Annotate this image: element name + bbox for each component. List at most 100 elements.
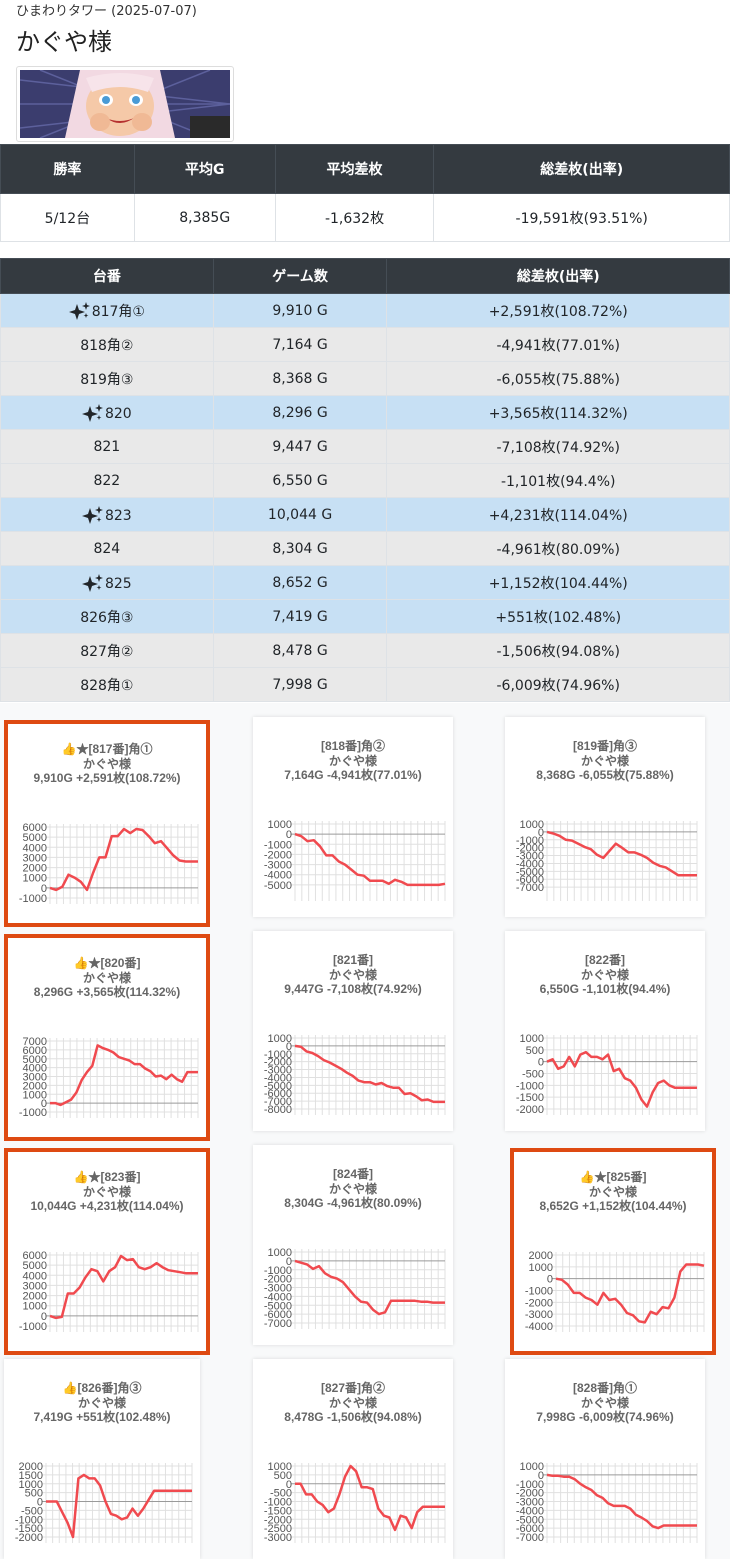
machine-games: 8,296 G bbox=[212, 395, 388, 430]
y-tick-label: 0 bbox=[286, 1041, 292, 1053]
y-tick-label: -2000 bbox=[15, 1532, 43, 1544]
y-tick-label: -2000 bbox=[525, 1297, 553, 1309]
y-tick-label: 1000 bbox=[23, 1301, 47, 1313]
machine-number[interactable]: 826角③ bbox=[0, 599, 214, 634]
machine-chart-card[interactable]: [824番] かぐや様 8,304G -4,961枚(80.09%) 1000 0 -10… bbox=[253, 1145, 453, 1345]
chart-stats: 10,044G +4,231枚(114.04%) bbox=[30, 1199, 184, 1213]
chart-subtitle: かぐや様 bbox=[580, 967, 629, 982]
y-tick-label: -4000 bbox=[264, 1291, 292, 1303]
chart-subtitle: かぐや様 bbox=[82, 970, 131, 985]
machine-row[interactable]: 820 8,296 G +3,565枚(114.32%) bbox=[0, 395, 730, 430]
machine-chart-card[interactable]: 👍[826番]角③ かぐや様 7,419G +551枚(102.48%) 2000 15… bbox=[4, 1359, 200, 1559]
y-tick-label: -1000 bbox=[516, 835, 544, 847]
chart-subtitle: かぐや様 bbox=[580, 1395, 629, 1410]
chart-stats: 9,447G -7,108枚(74.92%) bbox=[284, 982, 422, 996]
machine-games: 8,652 G bbox=[212, 565, 388, 600]
profit-series-line bbox=[546, 830, 697, 877]
profit-series-line bbox=[294, 832, 446, 887]
profit-series-line bbox=[294, 1259, 445, 1316]
machine-row[interactable]: 817角① 9,910 G +2,591枚(108.72%) bbox=[0, 293, 730, 328]
machine-number-label: 827角② bbox=[80, 643, 134, 660]
machine-chart-card[interactable]: 👍★[817番]角① かぐや様 9,910G +2,591枚(108.72%) 600… bbox=[4, 720, 210, 927]
machine-row[interactable]: 828角① 7,998 G -6,009枚(74.96%) bbox=[0, 667, 730, 702]
y-tick-label: 0 bbox=[286, 1256, 292, 1268]
y-tick-label: -1000 bbox=[15, 1514, 43, 1526]
machine-row[interactable]: 825 8,652 G +1,152枚(104.44%) bbox=[0, 565, 730, 600]
machine-chart-card[interactable]: 👍★[825番] かぐや様 8,652G +1,152枚(104.44%) 2000 1… bbox=[510, 1148, 716, 1355]
y-tick-label: -6000 bbox=[516, 1523, 544, 1535]
machine-chart-card[interactable]: [827番]角② かぐや様 8,478G -1,506枚(94.08%) 1000 50… bbox=[253, 1359, 453, 1559]
y-tick-label: -2000 bbox=[264, 1057, 292, 1069]
y-tick-label: -500 bbox=[21, 1505, 43, 1517]
machine-number-label: 818角② bbox=[80, 337, 134, 354]
machine-number-label: 826角③ bbox=[80, 609, 134, 626]
chart-stats: 8,368G -6,055枚(75.88%) bbox=[536, 768, 674, 782]
machine-chart-card[interactable]: [818番]角② かぐや様 7,164G -4,941枚(77.01%) 1000 0-… bbox=[253, 717, 453, 917]
machine-diff: -1,101枚(94.4%) bbox=[386, 463, 730, 498]
machine-games: 6,550 G bbox=[212, 463, 388, 498]
machine-row[interactable]: 827角② 8,478 G -1,506枚(94.08%) bbox=[0, 633, 730, 668]
y-tick-label: -1000 bbox=[264, 1497, 292, 1509]
machine-row[interactable]: 826角③ 7,419 G +551枚(102.48%) bbox=[0, 599, 730, 634]
machine-number[interactable]: 825 bbox=[0, 565, 214, 600]
y-tick-label: 500 bbox=[274, 1470, 292, 1482]
y-tick-label: 0 bbox=[538, 827, 544, 839]
summary-header-avg-games: 平均G bbox=[133, 144, 276, 194]
machine-chart-card[interactable]: [819番]角③ かぐや様 8,368G -6,055枚(75.88%) 1000 0-… bbox=[505, 717, 705, 917]
store-date-subtitle: ひまわりタワー (2025-07-07) bbox=[16, 4, 197, 19]
machine-chart-card[interactable]: [828番]角① かぐや様 7,998G -6,009枚(74.96%) 1000 0-… bbox=[505, 1359, 705, 1559]
summary-table: 勝率 平均G 平均差枚 総差枚(出率) 5/12台 8,385G -1,632枚… bbox=[0, 144, 730, 242]
machine-chart-card[interactable]: [821番] かぐや様 9,447G -7,108枚(74.92%) 1000 0 -10… bbox=[253, 931, 453, 1131]
y-tick-label: -4000 bbox=[264, 1072, 292, 1084]
profit-series-line bbox=[49, 1254, 198, 1320]
sparkles-icon bbox=[81, 573, 103, 592]
y-tick-label: -1000 bbox=[525, 1286, 553, 1298]
machine-row[interactable]: 821 9,447 G -7,108枚(74.92%) bbox=[0, 429, 730, 464]
y-tick-label: 5000 bbox=[23, 832, 47, 844]
y-tick-label: -5000 bbox=[516, 866, 544, 878]
chart-title: [828番]角① bbox=[572, 1381, 637, 1395]
machine-row[interactable]: 824 8,304 G -4,961枚(80.09%) bbox=[0, 531, 730, 566]
machine-chart-card[interactable]: [822番] かぐや様 6,550G -1,101枚(94.4%) 1000 500 0-… bbox=[505, 931, 705, 1131]
machine-number[interactable]: 822 bbox=[0, 463, 214, 498]
machine-number[interactable]: 824 bbox=[0, 531, 214, 566]
chart-stats: 8,304G -4,961枚(80.09%) bbox=[284, 1196, 422, 1210]
machine-number[interactable]: 821 bbox=[0, 429, 214, 464]
y-tick-label: 0 bbox=[41, 883, 47, 895]
y-tick-label: 4000 bbox=[23, 1270, 47, 1282]
machine-number[interactable]: 819角③ bbox=[0, 361, 214, 396]
machine-row[interactable]: 819角③ 8,368 G -6,055枚(75.88%) bbox=[0, 361, 730, 396]
machine-number[interactable]: 818角② bbox=[0, 327, 214, 362]
machine-number[interactable]: 817角① bbox=[0, 293, 214, 328]
y-tick-label: 3000 bbox=[23, 852, 47, 864]
y-tick-label: 3000 bbox=[23, 1072, 47, 1084]
chart-subtitle: かぐや様 bbox=[588, 1184, 637, 1199]
y-tick-label: -3000 bbox=[525, 1309, 553, 1321]
machine-number[interactable]: 823 bbox=[0, 497, 214, 532]
y-tick-label: 6000 bbox=[23, 1045, 47, 1057]
y-tick-label: 1000 bbox=[520, 1033, 544, 1045]
machine-chart-card[interactable]: 👍★[823番] かぐや様 10,044G +4,231枚(114.04%) 6000… bbox=[4, 1148, 210, 1355]
y-tick-label: -7000 bbox=[516, 882, 544, 894]
y-tick-label: -2000 bbox=[264, 1514, 292, 1526]
chart-subtitle: かぐや様 bbox=[328, 1395, 377, 1410]
machine-number[interactable]: 827角② bbox=[0, 633, 214, 668]
y-tick-label: 500 bbox=[25, 1488, 43, 1500]
machine-row[interactable]: 823 10,044 G +4,231枚(114.04%) bbox=[0, 497, 730, 532]
y-tick-label: -500 bbox=[270, 1488, 292, 1500]
machine-games: 8,368 G bbox=[212, 361, 388, 396]
y-tick-label: -2000 bbox=[264, 1274, 292, 1286]
chart-subtitle: かぐや様 bbox=[328, 753, 377, 768]
y-tick-label: -2000 bbox=[516, 1104, 544, 1116]
machine-row[interactable]: 822 6,550 G -1,101枚(94.4%) bbox=[0, 463, 730, 498]
machine-number-label: 828角① bbox=[80, 677, 134, 694]
machine-chart-card[interactable]: 👍★[820番] かぐや様 8,296G +3,565枚(114.32%) 7000 6… bbox=[4, 934, 210, 1141]
chart-title: 👍★[817番]角① bbox=[61, 742, 153, 756]
machine-row[interactable]: 818角② 7,164 G -4,941枚(77.01%) bbox=[0, 327, 730, 362]
machine-number[interactable]: 820 bbox=[0, 395, 214, 430]
machine-number[interactable]: 828角① bbox=[0, 667, 214, 702]
machine-number-label: 823 bbox=[104, 507, 132, 524]
y-tick-label: -5000 bbox=[264, 1080, 292, 1092]
sparkles-icon bbox=[68, 301, 90, 320]
